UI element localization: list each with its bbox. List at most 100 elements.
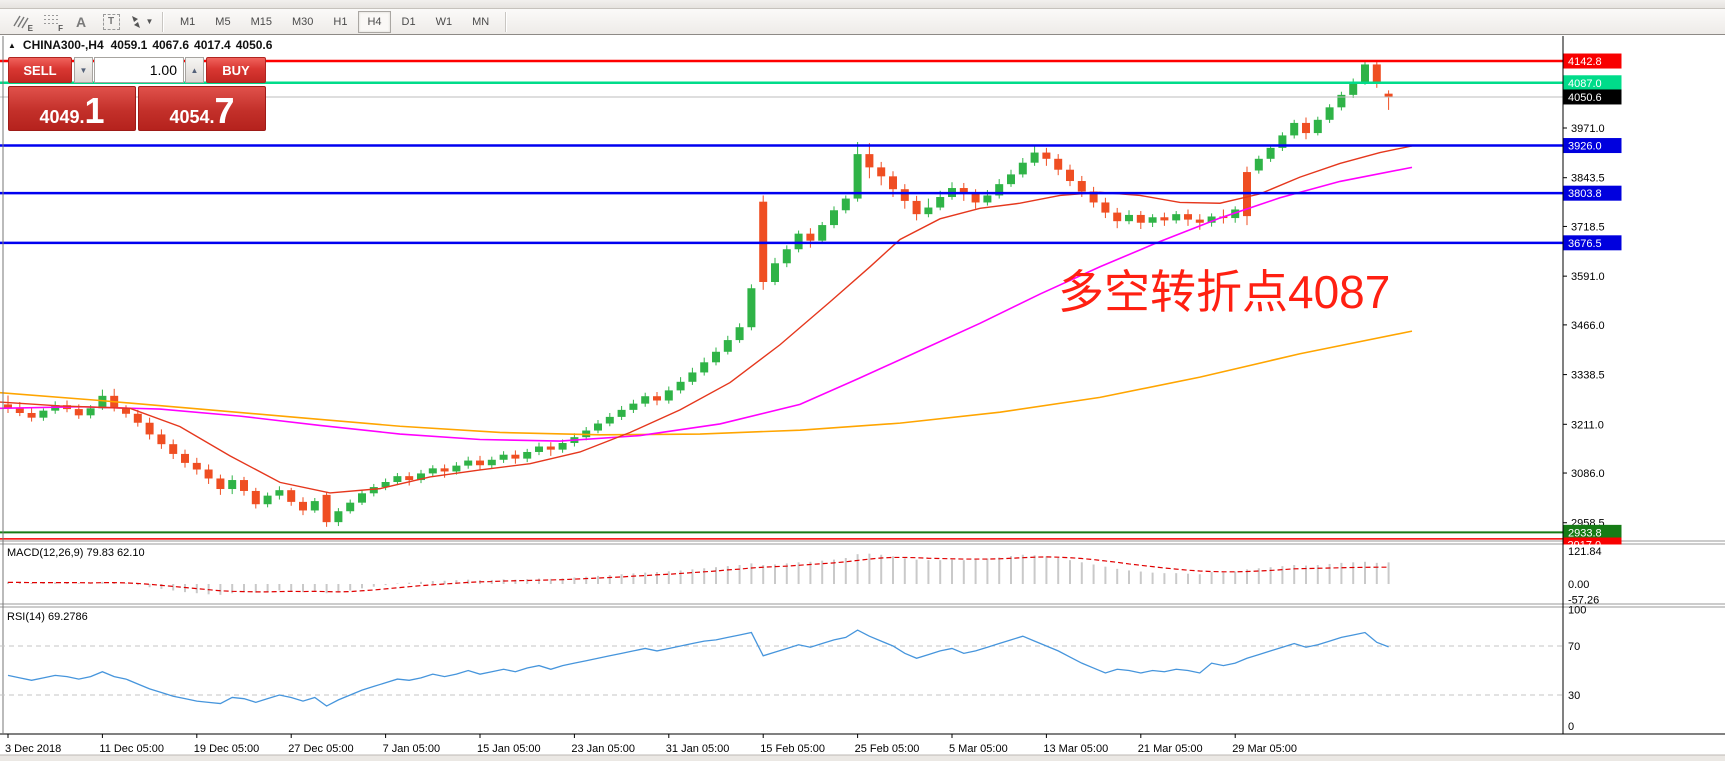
svg-text:121.84: 121.84 bbox=[1568, 546, 1602, 558]
svg-text:21 Mar 05:00: 21 Mar 05:00 bbox=[1138, 743, 1203, 755]
svg-text:100: 100 bbox=[1568, 604, 1586, 616]
svg-text:5 Mar 05:00: 5 Mar 05:00 bbox=[949, 743, 1008, 755]
price-badge bbox=[1563, 138, 1622, 154]
volume-input[interactable]: 1.00 bbox=[94, 57, 184, 83]
f-subscript: F bbox=[58, 23, 63, 33]
volume-decrease-button[interactable]: ▼ bbox=[74, 57, 93, 83]
svg-text:3466.0: 3466.0 bbox=[1571, 320, 1605, 332]
price-badge bbox=[1563, 235, 1622, 251]
svg-text:29 Mar 05:00: 29 Mar 05:00 bbox=[1232, 743, 1297, 755]
ask-price-display[interactable]: 4054. 7 bbox=[138, 86, 266, 131]
svg-text:4050.6: 4050.6 bbox=[1568, 92, 1602, 104]
clipped-upper-toolbar bbox=[0, 0, 1725, 9]
svg-text:4087.0: 4087.0 bbox=[1568, 78, 1602, 90]
candles-layer bbox=[4, 61, 1393, 527]
toolbar-separator bbox=[505, 11, 508, 32]
svg-text:2917.0: 2917.0 bbox=[1568, 540, 1602, 552]
svg-text:3338.5: 3338.5 bbox=[1571, 370, 1605, 382]
svg-text:3971.0: 3971.0 bbox=[1571, 123, 1605, 135]
rsi-pane-label: RSI(14) 69.2786 bbox=[7, 611, 88, 623]
date-axis: 3 Dec 2018 11 Dec 05:00 19 Dec 05:00 27 Dec… bbox=[5, 734, 1297, 755]
slow-ma-line bbox=[0, 330, 1413, 436]
timeframe-h1-button[interactable]: H1 bbox=[333, 15, 348, 28]
hatched-chart-icon bbox=[13, 15, 29, 28]
fast-ma-line bbox=[0, 145, 1413, 494]
sell-button[interactable]: SELL bbox=[8, 57, 72, 83]
svg-text:11 Dec 05:00: 11 Dec 05:00 bbox=[99, 743, 164, 755]
svg-text:-57.26: -57.26 bbox=[1568, 595, 1599, 607]
chart-title: ▲ CHINA300-,H4 4059.1 4067.6 4017.4 4050.6 bbox=[8, 38, 277, 52]
svg-text:3086.0: 3086.0 bbox=[1571, 468, 1605, 480]
toolbar: E F A T ▼ M1 M5 M15 M30 H1 H4 D1 W1 MN bbox=[0, 9, 1725, 35]
macd-signal-line bbox=[8, 556, 1389, 593]
price-badge bbox=[1563, 75, 1622, 91]
svg-text:0.00: 0.00 bbox=[1568, 579, 1589, 591]
svg-text:4142.8: 4142.8 bbox=[1568, 56, 1602, 68]
svg-text:0: 0 bbox=[1568, 721, 1574, 733]
bid-price-pip: 1 bbox=[84, 90, 105, 131]
timeframe-mn-button[interactable]: MN bbox=[472, 15, 490, 28]
svg-text:25 Feb 05:00: 25 Feb 05:00 bbox=[855, 743, 920, 755]
mid-ma-line bbox=[0, 166, 1413, 442]
svg-text:31 Jan 05:00: 31 Jan 05:00 bbox=[666, 743, 730, 755]
bid-price-display[interactable]: 4049. 1 bbox=[8, 86, 136, 131]
boxed-t-icon: T bbox=[102, 13, 120, 30]
toolbar-separator bbox=[162, 11, 164, 32]
chart-text-annotation[interactable]: 多空转折点4087 bbox=[1058, 266, 1391, 318]
timeframe-d1-button[interactable]: D1 bbox=[401, 15, 416, 28]
volume-increase-button[interactable]: ▲ bbox=[185, 57, 204, 83]
price-badge bbox=[1563, 185, 1622, 201]
timeframe-buttons: M1 M5 M15 M30 H1 H4 D1 W1 MN bbox=[170, 10, 499, 33]
svg-text:27 Dec 05:00: 27 Dec 05:00 bbox=[288, 743, 353, 755]
ohlc-readout: 4059.1 4067.6 4017.4 4050.6 bbox=[110, 38, 273, 52]
macd-pane-label: MACD(12,26,9) 79.83 62.10 bbox=[7, 547, 145, 559]
timeframe-w1-button[interactable]: W1 bbox=[435, 15, 453, 28]
timeframe-h4-button[interactable]: H4 bbox=[358, 10, 391, 33]
text-label-button[interactable]: A bbox=[68, 11, 94, 33]
dropdown-caret-icon: ▼ bbox=[145, 17, 154, 26]
svg-text:15 Jan 05:00: 15 Jan 05:00 bbox=[477, 743, 541, 755]
svg-text:23 Jan 05:00: 23 Jan 05:00 bbox=[571, 743, 635, 755]
rsi-line bbox=[7, 629, 1389, 707]
price-badge bbox=[1563, 89, 1622, 105]
panel-collapse-arrow[interactable]: ▲ bbox=[8, 40, 16, 50]
cursor-mode-button[interactable]: ▼ bbox=[128, 11, 154, 33]
bid-price-main: 4049. bbox=[39, 107, 85, 127]
svg-text:15 Feb 05:00: 15 Feb 05:00 bbox=[760, 743, 825, 755]
svg-text:3926.0: 3926.0 bbox=[1568, 141, 1602, 153]
letter-a-icon: A bbox=[75, 13, 87, 30]
chart-window: 3971.0 3843.5 3718.5 3591.0 3466.0 3338.5 3211… bbox=[0, 36, 1725, 761]
clipped-price-badge: 2917.0 bbox=[1563, 537, 1622, 552]
chart-canvas[interactable]: 3971.0 3843.5 3718.5 3591.0 3466.0 3338.5 3211… bbox=[0, 36, 1725, 761]
grid-dots-icon bbox=[44, 15, 58, 24]
svg-text:2933.8: 2933.8 bbox=[1568, 527, 1602, 539]
price-badge bbox=[1563, 524, 1622, 540]
ask-price-main: 4054. bbox=[169, 107, 215, 127]
ask-price-pip: 7 bbox=[214, 90, 235, 131]
svg-text:3803.8: 3803.8 bbox=[1568, 188, 1602, 200]
indicator-list-button[interactable]: E bbox=[8, 11, 34, 33]
timeframe-m1-button[interactable]: M1 bbox=[180, 15, 196, 28]
svg-text:3676.5: 3676.5 bbox=[1568, 238, 1602, 250]
svg-text:3 Dec 2018: 3 Dec 2018 bbox=[5, 743, 61, 755]
grid-button[interactable]: F bbox=[38, 11, 64, 33]
svg-text:19 Dec 05:00: 19 Dec 05:00 bbox=[194, 743, 259, 755]
svg-text:3591.0: 3591.0 bbox=[1571, 271, 1605, 283]
price-axis: 3971.0 3843.5 3718.5 3591.0 3466.0 3338.5 3211… bbox=[1563, 123, 1605, 733]
timeframe-m30-button[interactable]: M30 bbox=[291, 15, 314, 28]
svg-text:70: 70 bbox=[1568, 641, 1580, 653]
timeframe-m5-button[interactable]: M5 bbox=[215, 15, 231, 28]
svg-text:3718.5: 3718.5 bbox=[1571, 221, 1605, 233]
text-box-button[interactable]: T bbox=[98, 11, 124, 33]
dual-arrow-icon bbox=[131, 15, 140, 28]
price-badge bbox=[1563, 53, 1622, 69]
symbol-timeframe-label: CHINA300-,H4 bbox=[22, 38, 104, 52]
svg-text:3211.0: 3211.0 bbox=[1571, 419, 1604, 431]
one-click-trading-panel: SELL ▼ 1.00 ▲ BUY 4049. 1 4054. 7 bbox=[8, 57, 266, 131]
svg-text:7 Jan 05:00: 7 Jan 05:00 bbox=[383, 743, 441, 755]
timeframe-m15-button[interactable]: M15 bbox=[250, 15, 272, 28]
svg-text:13 Mar 05:00: 13 Mar 05:00 bbox=[1043, 743, 1108, 755]
buy-button[interactable]: BUY bbox=[206, 57, 266, 83]
e-subscript: E bbox=[27, 23, 33, 33]
svg-text:30: 30 bbox=[1568, 690, 1580, 702]
